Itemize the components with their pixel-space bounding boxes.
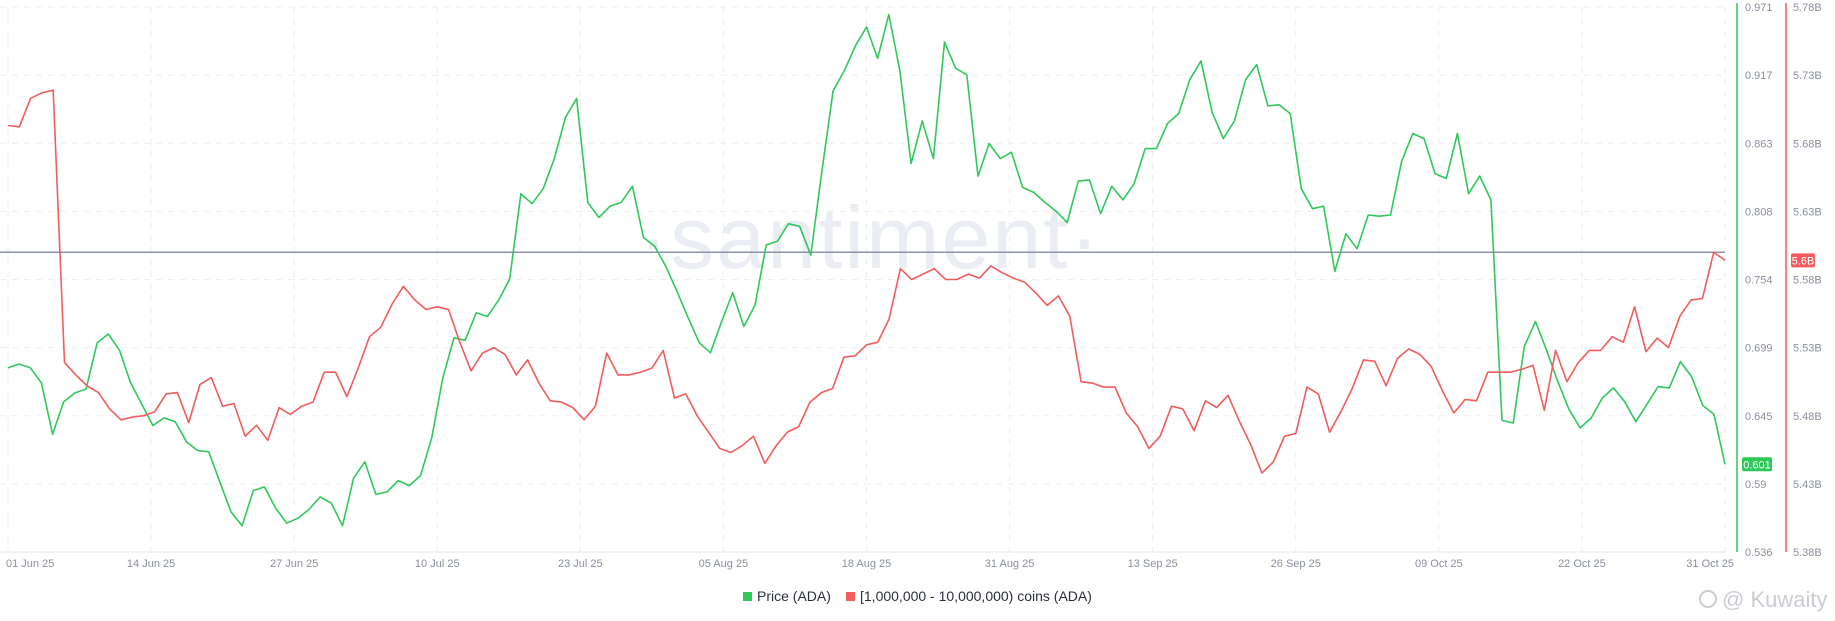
y-right-tick-label: 5.58B [1793, 275, 1822, 287]
axes [0, 3, 1787, 553]
x-tick-label: 09 Oct 25 [1415, 558, 1463, 570]
x-tick-label: 14 Jun 25 [127, 558, 175, 570]
y-right-tick-label: 5.68B [1793, 138, 1822, 150]
price-badge-bg [1742, 457, 1772, 472]
y-right-tick-label: 5.73B [1793, 70, 1822, 82]
x-tick-label: 31 Aug 25 [985, 558, 1035, 570]
coins-badge-label: 5.6B [1792, 255, 1815, 267]
y-right-tick-label: 5.48B [1793, 411, 1822, 423]
x-tick-label: 26 Sep 25 [1271, 558, 1321, 570]
value-badges: 0.601 5.6B [1742, 253, 1815, 472]
legend-swatch [743, 592, 752, 601]
legend-label: Price (ADA) [757, 588, 831, 604]
series-line-price [7, 13, 1726, 527]
x-tick-label: 27 Jun 25 [270, 558, 318, 570]
x-tick-label: 10 Jul 25 [415, 558, 460, 570]
x-tick-label: 31 Oct 25 [1686, 558, 1734, 570]
series-group [7, 13, 1726, 527]
y-right-tick-label: 5.78B [1793, 2, 1822, 14]
y-right-tick-label: 5.53B [1793, 343, 1822, 355]
x-tick-label: 01 Jun 25 [6, 558, 54, 570]
y-left-tick-label: 0.536 [1745, 547, 1773, 559]
legend-item-price[interactable]: Price (ADA) [743, 588, 831, 604]
brand-label: @ Kuwaity [1722, 587, 1827, 612]
y-left-tick-label: 0.699 [1745, 343, 1773, 355]
y-right-tick-label: 5.38B [1793, 547, 1822, 559]
x-tick-label: 05 Aug 25 [699, 558, 749, 570]
x-tick-label: 13 Sep 25 [1128, 558, 1178, 570]
brand-logo-icon [1699, 590, 1717, 608]
x-tick-label: 22 Oct 25 [1558, 558, 1606, 570]
y-axis-left-ticks: 0.971 0.917 0.863 0.808 0.754 0.699 0.645 0.59 0… [1745, 2, 1773, 559]
series-line-coins [7, 89, 1726, 474]
y-left-tick-label: 0.754 [1745, 275, 1773, 287]
brand: @ Kuwaity [1699, 587, 1827, 612]
watermark: ·santiment· [639, 188, 1101, 287]
y-axis-right-ticks: 5.78B 5.73B 5.68B 5.63B 5.58B 5.53B 5.48B 5.43B… [1793, 2, 1822, 559]
y-right-tick-label: 5.43B [1793, 479, 1822, 491]
price-badge-label: 0.601 [1743, 459, 1771, 471]
legend-item-coins[interactable]: [1,000,000 - 10,000,000) coins (ADA) [846, 588, 1092, 604]
x-tick-label: 18 Aug 25 [842, 558, 892, 570]
legend[interactable]: Price (ADA) [1,000,000 - 10,000,000) coin… [743, 588, 1092, 604]
y-left-tick-label: 0.645 [1745, 411, 1773, 423]
y-left-tick-label: 0.59 [1745, 479, 1766, 491]
y-left-tick-label: 0.863 [1745, 138, 1773, 150]
legend-label: [1,000,000 - 10,000,000) coins (ADA) [860, 588, 1092, 604]
coins-badge-bg [1791, 253, 1815, 268]
legend-swatch [846, 592, 855, 601]
y-right-tick-label: 5.63B [1793, 206, 1822, 218]
x-tick-label: 23 Jul 25 [558, 558, 603, 570]
x-axis-ticks: 01 Jun 25 14 Jun 25 27 Jun 25 10 Jul 25 23 J… [6, 558, 1734, 570]
y-left-tick-label: 0.971 [1745, 2, 1773, 14]
y-left-tick-label: 0.808 [1745, 206, 1773, 218]
y-left-tick-label: 0.917 [1745, 70, 1773, 82]
